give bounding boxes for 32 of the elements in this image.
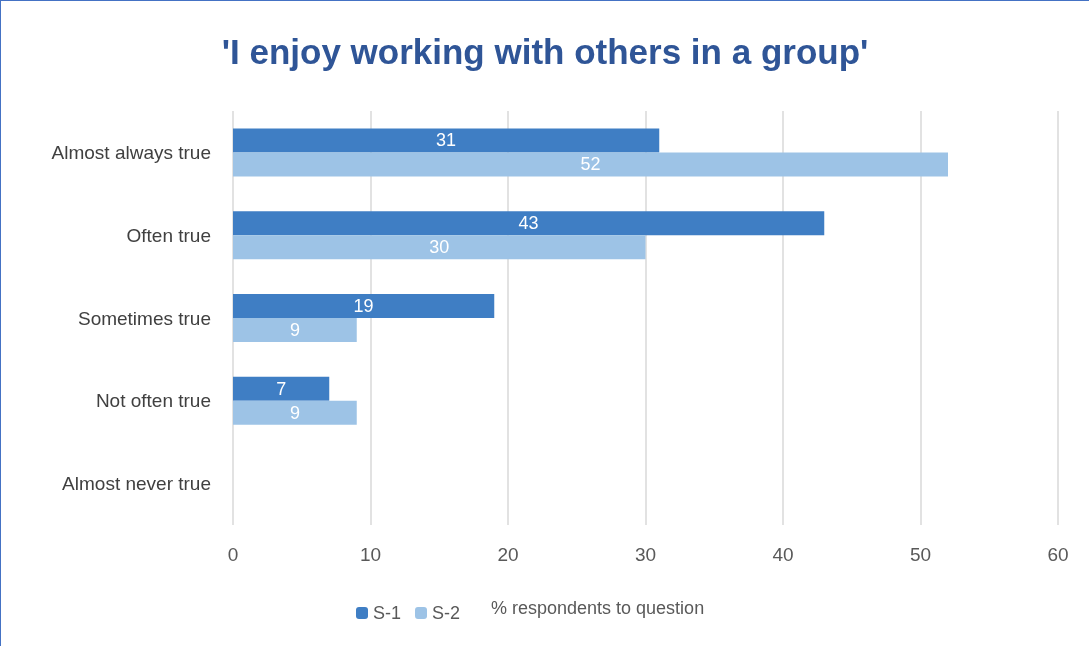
data-label: 52	[580, 154, 601, 175]
y-tick-label: Almost never true	[62, 473, 211, 495]
x-tick-label: 0	[227, 544, 239, 565]
x-tick-label: 40	[772, 544, 794, 565]
y-tick-label: Sometimes true	[77, 307, 211, 329]
x-tick-label: 20	[497, 544, 519, 565]
legend-label: S-1	[373, 603, 402, 623]
data-label: 19	[353, 296, 374, 316]
data-label: 9	[289, 320, 300, 340]
x-tick-label: 10	[359, 544, 382, 565]
data-label: 31	[436, 130, 457, 151]
bar	[233, 152, 948, 177]
bar	[233, 294, 495, 318]
chart-title: 'I enjoy working with others in a group'	[221, 32, 869, 71]
bar	[233, 128, 660, 153]
data-label: 43	[518, 213, 539, 234]
y-tick-label: Often true	[126, 224, 211, 246]
data-label: 30	[429, 237, 450, 258]
x-tick-label: 60	[1047, 544, 1069, 565]
y-tick-label: Almost always true	[51, 141, 211, 163]
x-tick-label: 50	[909, 544, 932, 565]
data-label: 7	[276, 378, 287, 399]
bar	[233, 400, 357, 425]
bar	[233, 318, 357, 342]
bar	[233, 235, 646, 260]
bar	[233, 376, 330, 401]
y-tick-label: Not often true	[95, 390, 211, 412]
bar	[233, 211, 825, 236]
legend-label: S-2	[432, 603, 461, 623]
x-axis-title: % respondents to question	[491, 598, 705, 618]
x-tick-label: 30	[634, 544, 657, 565]
data-label: 9	[289, 402, 300, 423]
